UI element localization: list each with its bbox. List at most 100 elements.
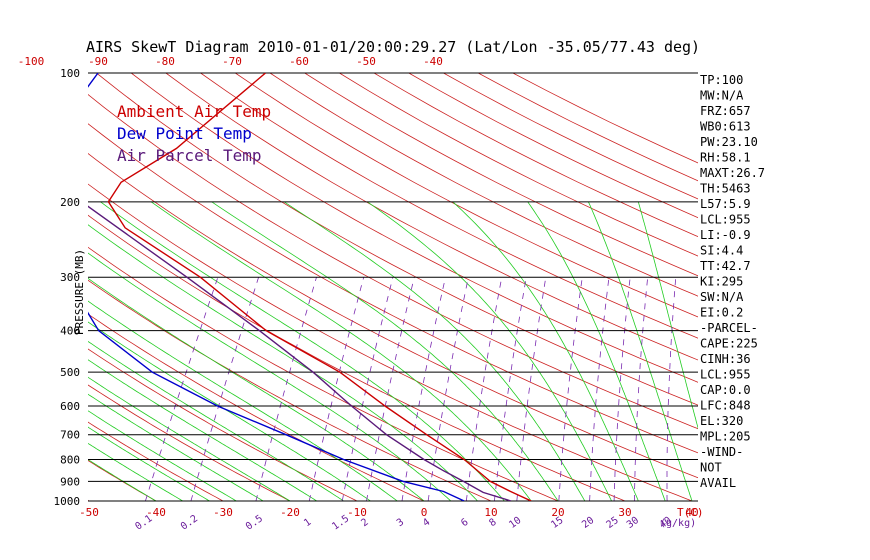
stat-item: TP:100 xyxy=(700,73,743,87)
dry-adiabat xyxy=(88,214,626,501)
moist-adiabat xyxy=(88,442,183,501)
dry-adiabat xyxy=(88,421,224,501)
temp-tick-bottom: 20 xyxy=(551,506,564,519)
stat-item: TH:5463 xyxy=(700,182,751,196)
dry-adiabat xyxy=(130,73,698,383)
stat-item: SW:N/A xyxy=(700,290,744,304)
pressure-tick-label: 200 xyxy=(60,196,80,209)
pressure-tick-label: 500 xyxy=(60,366,80,379)
mixing-ratio-tick: 1 xyxy=(302,517,313,529)
stat-item: PW:23.10 xyxy=(700,135,758,149)
mixing-ratio-line xyxy=(516,277,547,501)
stat-item: LI:-0.9 xyxy=(700,228,751,242)
pressure-tick-label: 600 xyxy=(60,400,80,413)
stat-item: EI:0.2 xyxy=(700,306,743,320)
temp-tick-top: -60 xyxy=(289,55,309,68)
stat-item: MPL:205 xyxy=(700,430,751,444)
pressure-tick-label: 1000 xyxy=(54,495,81,508)
dry-adiabat xyxy=(88,279,492,501)
stat-item: LCL:955 xyxy=(700,213,751,227)
ambient-temp-line xyxy=(107,73,532,501)
y-axis-label: PRESSURE (MB) xyxy=(73,249,86,335)
dry-adiabat xyxy=(88,384,291,501)
pressure-tick-label: 400 xyxy=(60,325,80,338)
mixing-ratio-tick: 2 xyxy=(359,517,370,529)
dry-adiabat xyxy=(88,246,559,501)
dry-adiabat xyxy=(443,73,698,200)
legend-item: Ambient Air Temp xyxy=(117,102,271,121)
temp-tick-bottom: -20 xyxy=(280,506,300,519)
mixing-ratio-line xyxy=(190,277,259,501)
mixing-ratio-tick: 0.5 xyxy=(244,513,265,532)
mixing-ratio-line xyxy=(427,277,469,501)
legend-item: Air Parcel Temp xyxy=(117,146,262,165)
mixing-ratio-tick: 6 xyxy=(459,517,470,529)
moist-adiabat xyxy=(88,321,371,501)
mixing-ratio-line xyxy=(145,277,219,501)
mixing-ratio-tick: 3 xyxy=(395,517,406,529)
moist-adiabat xyxy=(88,426,210,501)
stat-item: AVAIL xyxy=(700,476,736,490)
moist-adiabat xyxy=(88,252,452,501)
legend-item: Dew Point Temp xyxy=(117,124,252,143)
dry-adiabat xyxy=(235,73,698,318)
dry-adiabat xyxy=(200,73,698,339)
stat-item: LFC:848 xyxy=(700,399,751,413)
stat-item: -PARCEL- xyxy=(700,321,758,335)
mixing-ratio-line xyxy=(558,277,583,501)
isobar-lines xyxy=(88,72,698,502)
temp-tick-top: -50 xyxy=(356,55,376,68)
dry-adiabat xyxy=(269,73,698,297)
moist-adiabat xyxy=(88,459,157,501)
moist-adiabat xyxy=(88,410,237,501)
moist-adiabat xyxy=(211,201,559,501)
mixing-ratio-tick: 0.2 xyxy=(179,513,200,532)
stat-item: LCL:955 xyxy=(700,368,751,382)
stat-item: CINH:36 xyxy=(700,352,751,366)
stat-item: EL:320 xyxy=(700,414,743,428)
dry-adiabat xyxy=(88,153,698,479)
stat-item: MAXT:26.7 xyxy=(700,166,765,180)
dewpoint-line xyxy=(88,73,465,501)
temp-tick-top: -40 xyxy=(423,55,443,68)
moist-adiabat xyxy=(88,224,478,501)
temp-tick-top: -100 xyxy=(18,55,45,68)
pressure-tick-label: 900 xyxy=(60,475,80,488)
stat-item: MW:N/A xyxy=(700,89,744,103)
stat-item: SI:4.4 xyxy=(700,244,743,258)
stat-item: -WIND- xyxy=(700,445,743,459)
chart-title: AIRS SkewT Diagram 2010-01-01/20:00:29.2… xyxy=(86,38,700,56)
temp-tick-bottom: -50 xyxy=(79,506,99,519)
dry-adiabat xyxy=(165,73,698,361)
dry-adiabat xyxy=(88,313,425,501)
mixing-ratio-tick: 10 xyxy=(507,515,523,531)
pressure-tick-label: 800 xyxy=(60,454,80,467)
mixing-ratio-line xyxy=(494,277,527,501)
dry-adiabat xyxy=(88,183,693,501)
mixing-ratio-line xyxy=(613,277,631,501)
dry-adiabat xyxy=(0,73,22,501)
stat-item: L57:5.9 xyxy=(700,197,751,211)
stat-item: KI:295 xyxy=(700,275,743,289)
mixing-ratio-tick: 4 xyxy=(421,517,432,529)
mixing-ratio-line xyxy=(366,277,415,501)
dry-adiabat xyxy=(96,73,698,406)
dry-adiabat xyxy=(88,460,157,501)
temp-tick-top: -90 xyxy=(88,55,108,68)
temp-tick-top: -70 xyxy=(222,55,242,68)
pressure-tick-label: 300 xyxy=(60,271,80,284)
stat-item: RH:58.1 xyxy=(700,151,751,165)
temp-tick-bottom: -30 xyxy=(213,506,233,519)
temp-tick-bottom: 10 xyxy=(484,506,497,519)
chart-legend: Ambient Air Temp Dew Point Temp Air Parcel… xyxy=(117,102,271,165)
stat-item: CAP:0.0 xyxy=(700,383,751,397)
moist-adiabat xyxy=(452,201,639,501)
mixing-ratio-line xyxy=(634,277,649,501)
mixing-ratio-line xyxy=(589,277,610,501)
temp-tick-bottom: 0 xyxy=(421,506,428,519)
parcel-line xyxy=(88,205,512,501)
temp-tick-top: -80 xyxy=(155,55,175,68)
dry-adiabat xyxy=(512,73,698,164)
